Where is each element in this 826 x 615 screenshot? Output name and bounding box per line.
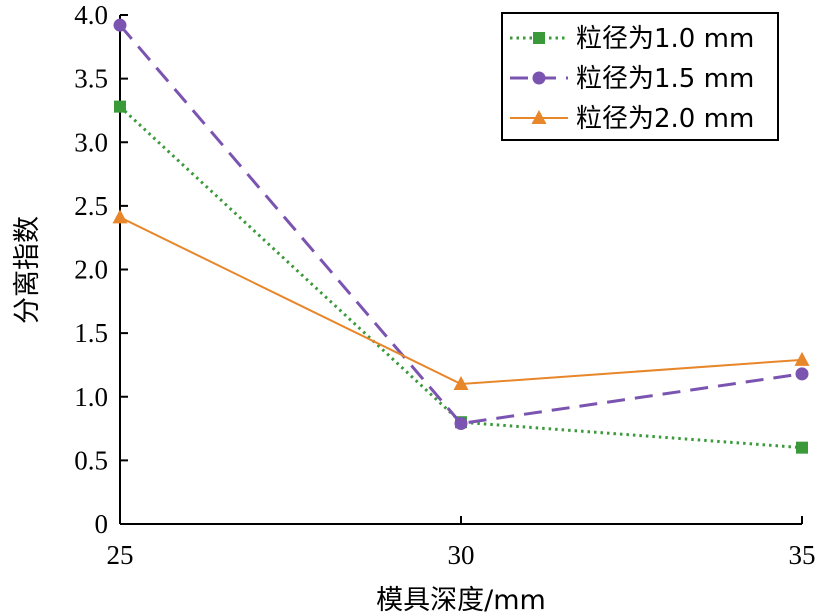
- x-tick-label: 35: [789, 540, 816, 570]
- data-point: [113, 18, 127, 32]
- series-line: [118, 24, 803, 426]
- y-tick-label: 0.5: [74, 445, 108, 475]
- data-point: [453, 376, 469, 391]
- y-tick-label: 3.0: [74, 127, 108, 157]
- data-point: [796, 441, 808, 454]
- x-tick-label: 30: [448, 540, 475, 570]
- y-tick-label: 2.0: [74, 255, 108, 285]
- y-tick-label: 3.5: [74, 64, 108, 94]
- legend-entry: 粒径为1.0 mm: [510, 24, 754, 54]
- data-point: [795, 367, 809, 381]
- y-tick-label: 1.5: [74, 318, 108, 348]
- data-point: [114, 100, 126, 113]
- legend: 粒径为1.0 mm 粒径为1.5 mm 粒径为2.0 mm: [501, 12, 779, 141]
- series-3: [112, 209, 810, 391]
- legend-entry: 粒径为2.0 mm: [510, 104, 754, 134]
- legend-marker: [531, 110, 547, 124]
- y-ticks: 0 0.5 1.0 1.5 2.0 2.5 3.0 3.5 4.0: [74, 0, 128, 539]
- y-tick-label: 4.0: [74, 0, 108, 30]
- legend-label: 粒径为1.0 mm: [576, 24, 754, 54]
- data-point: [794, 351, 810, 366]
- y-tick-label: 0: [95, 509, 109, 539]
- y-tick-label: 2.5: [74, 191, 108, 221]
- legend-label: 粒径为1.5 mm: [576, 64, 754, 94]
- legend-marker: [533, 32, 545, 44]
- series-line: [118, 105, 803, 450]
- series-1: [114, 100, 808, 454]
- series-2: [113, 18, 809, 430]
- x-axis-title: 模具深度/mm: [376, 585, 546, 615]
- series-line: [119, 216, 803, 386]
- x-tick-label: 25: [107, 540, 134, 570]
- x-ticks: 25 30 35: [107, 516, 816, 570]
- data-point: [454, 416, 468, 430]
- series-layer: [112, 18, 810, 454]
- legend-marker: [532, 71, 546, 85]
- y-tick-label: 1.0: [74, 382, 108, 412]
- y-axis-title: 分离指数: [12, 216, 43, 324]
- legend-label: 粒径为2.0 mm: [576, 104, 754, 134]
- data-point: [112, 209, 128, 224]
- legend-entry: 粒径为1.5 mm: [510, 64, 754, 94]
